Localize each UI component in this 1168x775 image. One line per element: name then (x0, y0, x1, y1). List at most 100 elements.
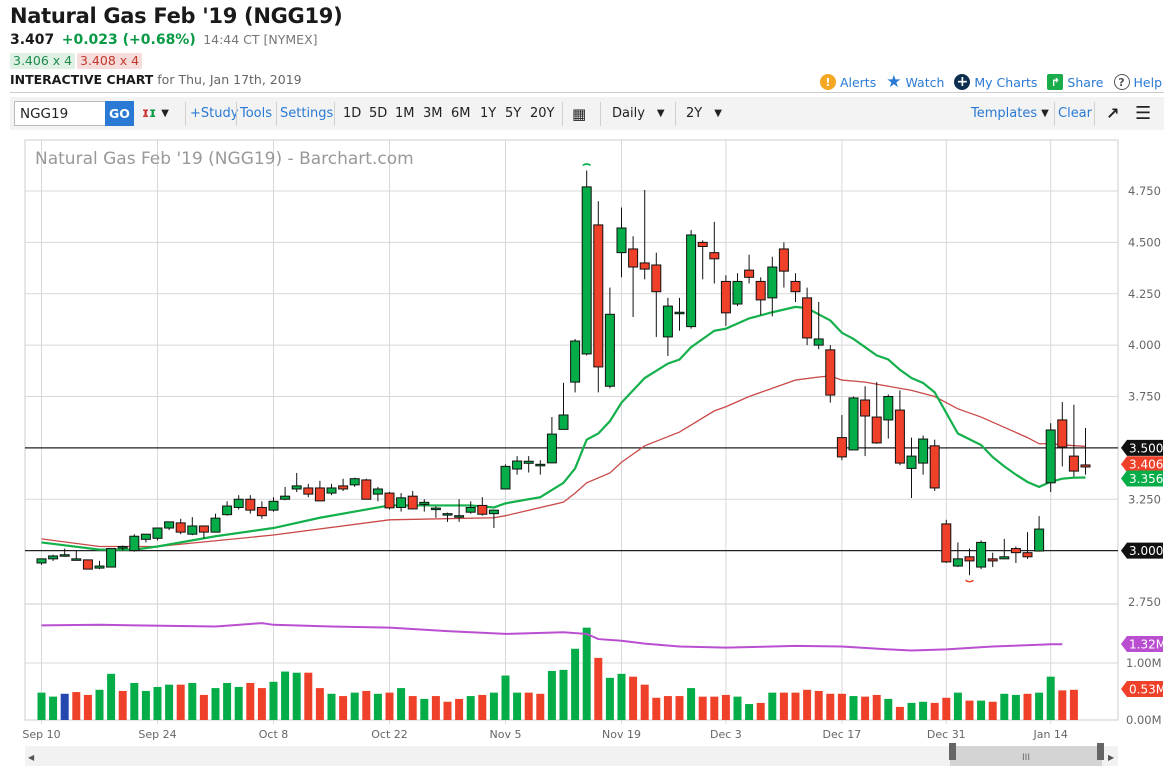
period-dropdown[interactable]: 2Y ▼ (686, 97, 722, 130)
help-link[interactable]: ? Help (1113, 72, 1163, 92)
slow-moving-average-line (41, 375, 1086, 548)
candle (1045, 423, 1056, 493)
y-tick-label: 4.750 (1128, 184, 1161, 198)
scroll-right-icon[interactable]: ▶ (1108, 753, 1115, 762)
candle-body (268, 500, 279, 511)
candle-body (581, 186, 592, 355)
volume-bar (107, 673, 116, 720)
candle-body (883, 396, 894, 421)
clear-button[interactable]: Clear (1058, 106, 1092, 121)
range-5d[interactable]: 5D (369, 106, 388, 121)
volume-bar (292, 672, 301, 720)
volume-bar (211, 688, 220, 720)
candle (535, 460, 546, 475)
candle-body (836, 437, 847, 458)
share-label: Share (1067, 74, 1104, 90)
settings-button[interactable]: Settings (280, 106, 334, 121)
open-interest-tag-bg (1121, 636, 1163, 652)
go-button[interactable]: GO (105, 101, 134, 126)
help-icon: ? (1113, 74, 1130, 90)
tools-button[interactable]: Tools (240, 106, 273, 121)
scrollbar-thumb[interactable] (950, 746, 1102, 766)
open-interest-line (41, 622, 1063, 652)
candle-body (755, 280, 766, 301)
candle (686, 230, 697, 329)
volume-bar (872, 694, 881, 720)
candle-body (976, 541, 987, 568)
price-tag-bg (1121, 470, 1163, 487)
candle (720, 275, 731, 327)
candle-body (210, 517, 221, 533)
candle (291, 472, 302, 493)
page-title: Natural Gas Feb '19 (NGG19) (10, 4, 343, 28)
range-1m[interactable]: 1M (395, 106, 415, 121)
volume-bar (1011, 694, 1020, 720)
volume-bar (431, 696, 440, 720)
scrollbar-track[interactable] (25, 746, 1118, 766)
volume-bar (663, 696, 672, 720)
volume-bar (72, 692, 81, 720)
range-20y[interactable]: 20Y (530, 106, 555, 121)
help-label: Help (1133, 74, 1163, 90)
volume-bar (60, 693, 69, 720)
scroll-left-icon[interactable]: ◀ (28, 753, 35, 762)
volume-tag-text: 0.53M (1129, 683, 1166, 697)
candle (94, 560, 105, 570)
candle (233, 495, 244, 510)
scroll-handle-right[interactable] (1097, 743, 1104, 760)
candle-body (512, 460, 523, 470)
range-3m[interactable]: 3M (423, 106, 443, 121)
candle (349, 477, 360, 487)
candle-body (233, 498, 244, 508)
candle-body (860, 399, 871, 417)
candle (140, 533, 151, 543)
interval-dropdown[interactable]: Daily ▼ (612, 97, 665, 130)
expand-icon[interactable]: ↗ (1106, 104, 1120, 123)
candle-body (419, 501, 430, 505)
volume-bar (652, 697, 661, 720)
candle (187, 517, 198, 536)
menu-icon[interactable]: ☰ (1135, 103, 1152, 124)
volume-bar (733, 696, 742, 720)
hline-tag-bg (1121, 439, 1163, 456)
range-5y[interactable]: 5Y (505, 106, 522, 121)
chevron-down-icon: ▼ (714, 108, 722, 119)
candle (987, 552, 998, 568)
study-button[interactable]: +Study (190, 106, 239, 121)
volume-bar (188, 682, 197, 720)
volume-bar (536, 693, 545, 720)
candle-body (1045, 429, 1056, 484)
candle (36, 558, 47, 566)
candle (500, 464, 511, 490)
y-tick-label: 4.250 (1128, 287, 1161, 301)
alerts-link[interactable]: ! Alerts (819, 72, 876, 92)
candle (430, 506, 441, 518)
range-1y[interactable]: 1Y (480, 106, 497, 121)
star-icon: ★ (886, 72, 902, 92)
chart-type-dropdown[interactable]: ɪ ɪ ▼ (142, 106, 169, 121)
candle (593, 201, 604, 393)
range-6m[interactable]: 6M (451, 106, 471, 121)
scrollbar[interactable]: ◀ ▶ III (25, 743, 1118, 766)
candle (454, 499, 465, 522)
watch-link[interactable]: ★ Watch (886, 72, 944, 92)
candle-body (906, 455, 917, 469)
share-link[interactable]: ↱ Share (1047, 72, 1104, 92)
calendar-icon[interactable]: ▦ (572, 104, 587, 123)
my-charts-link[interactable]: + My Charts (954, 72, 1037, 92)
symbol-input[interactable]: NGG19 (14, 101, 106, 126)
candle-body (280, 495, 291, 500)
x-tick-label: Dec 17 (823, 728, 862, 741)
scroll-handle-left[interactable] (949, 743, 956, 760)
volume-tick-label: 0.00M (1126, 713, 1162, 727)
candle (604, 287, 615, 389)
price-tag-bg (1121, 456, 1163, 473)
volume-bar (1035, 692, 1044, 720)
candle (894, 390, 905, 466)
volume-bar (269, 681, 278, 720)
range-1d[interactable]: 1D (343, 106, 362, 121)
volume-bar (501, 675, 510, 720)
templates-dropdown[interactable]: Templates ▼ (971, 97, 1049, 130)
candle-body (558, 414, 569, 430)
